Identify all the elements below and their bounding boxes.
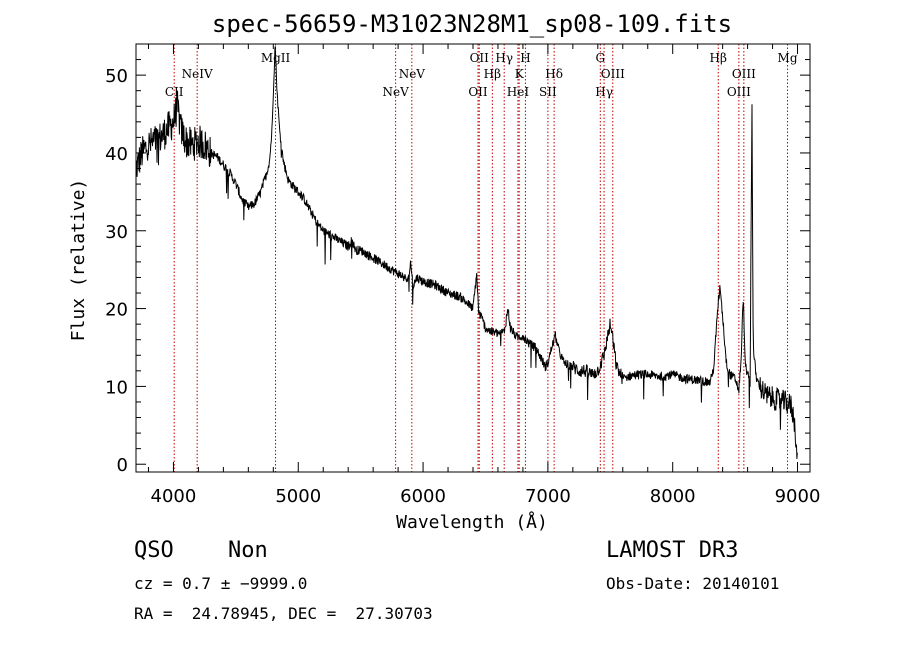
y-axis-ticks: 0 10 20 30 40 50 (105, 59, 810, 476)
x-tick-label: 6000 (400, 486, 446, 507)
x-axis-ticks: 4000 5000 6000 7000 8000 9000 (147, 44, 821, 507)
emission-line-label: HeI (507, 85, 530, 99)
y-tick-label: 40 (105, 144, 128, 165)
object-subclass: Non (228, 538, 268, 563)
y-axis-label: Flux (relative) (68, 179, 89, 342)
emission-line-labels: CIINeIVMgIINeVNeVOIIOIIHβHγHeIKHHδSIIGOI… (165, 51, 798, 99)
emission-line-label: OIII (727, 85, 751, 99)
observation-date: Obs-Date: 20140101 (606, 574, 780, 593)
emission-line-label: NeV (399, 67, 426, 81)
x-tick-label: 9000 (775, 486, 821, 507)
redshift-cz: cz = 0.7 ± −9999.0 (134, 574, 308, 593)
spectrum-line (135, 46, 798, 460)
x-tick-label: 7000 (525, 486, 571, 507)
emission-line-markers (173, 44, 789, 472)
emission-line-label: SII (539, 85, 557, 99)
object-class: QSO (134, 538, 174, 563)
emission-line-label: Hγ (595, 85, 613, 99)
y-tick-label: 0 (117, 455, 128, 476)
emission-line-label: Hγ (495, 51, 513, 65)
y-tick-label: 20 (105, 300, 128, 321)
x-tick-label: 4000 (151, 486, 197, 507)
emission-line-label: OIII (601, 67, 625, 81)
emission-line-label: OII (468, 85, 488, 99)
emission-line-label: NeV (382, 85, 409, 99)
emission-line-label: CII (165, 85, 184, 99)
coordinates: RA = 24.78945, DEC = 27.30703 (134, 604, 433, 623)
x-tick-label: 5000 (275, 486, 321, 507)
survey-name: LAMOST DR3 (606, 538, 739, 563)
emission-line-label: Hβ (484, 67, 501, 81)
emission-line-label: G (596, 51, 606, 65)
y-tick-label: 10 (105, 377, 128, 398)
x-axis-label: Wavelength (Å) (396, 511, 548, 533)
emission-line-label: OIII (732, 67, 756, 81)
emission-line-label: Hβ (710, 51, 727, 65)
plot-frame (135, 43, 811, 473)
emission-line-label: Mg (778, 51, 798, 65)
emission-line-label: H (520, 51, 530, 65)
y-tick-label: 50 (105, 66, 128, 87)
y-tick-label: 30 (105, 222, 128, 243)
emission-line-label: OII (470, 51, 490, 65)
chart-title: spec-56659-M31023N28M1_sp08-109.fits (212, 10, 732, 38)
emission-line-label: K (515, 67, 525, 81)
x-tick-label: 8000 (650, 486, 696, 507)
emission-line-label: NeIV (182, 67, 213, 81)
emission-line-label: Hδ (545, 67, 563, 81)
